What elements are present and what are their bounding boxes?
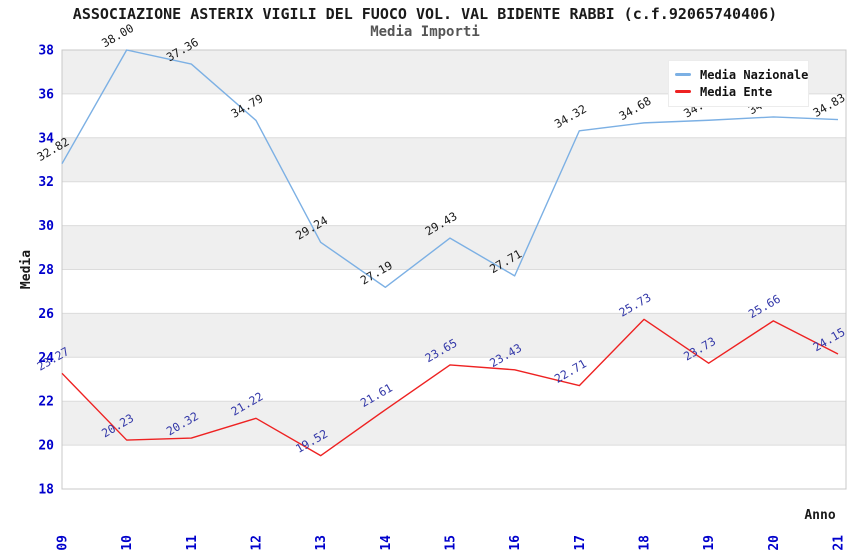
y-axis-tick-label: 38 <box>38 44 54 59</box>
y-axis-tick-label: 30 <box>38 219 54 234</box>
plot-band <box>62 137 846 182</box>
x-axis-tick-label: 2019 <box>702 535 717 550</box>
y-axis-title: Media <box>19 250 34 289</box>
x-axis-tick-label: 2009 <box>56 535 71 550</box>
x-axis-tick-label: 2017 <box>573 535 588 550</box>
series-line-media-nazionale <box>61 49 839 288</box>
y-axis-tick-label: 32 <box>38 175 54 190</box>
data-point-label: 34.83 <box>811 90 848 119</box>
legend: Media Nazionale Media Ente <box>668 60 809 107</box>
chart-title: ASSOCIAZIONE ASTERIX VIGILI DEL FUOCO VO… <box>72 5 778 23</box>
legend-label-media-ente: Media Ente <box>700 84 773 99</box>
x-axis-tick-label: 2020 <box>767 535 782 550</box>
x-axis-tick-label: 2013 <box>314 535 329 550</box>
data-point-label: 34.32 <box>552 102 589 131</box>
plot-border <box>61 49 847 490</box>
media-ente-line-swatch-icon <box>675 90 691 93</box>
y-axis-tick-label: 26 <box>38 307 54 322</box>
data-point-label: 34.68 <box>617 94 654 123</box>
x-axis-tick-label: 2010 <box>120 535 135 550</box>
y-axis-tick-label: 22 <box>38 395 54 410</box>
legend-item-media-nazionale: Media Nazionale <box>675 66 808 83</box>
y-axis-tick-label: 36 <box>38 87 54 102</box>
y-axis-tick-label: 20 <box>38 439 54 454</box>
plot-band <box>62 225 846 270</box>
legend-item-media-ente: Media Ente <box>675 83 808 100</box>
legend-label-media-nazionale: Media Nazionale <box>700 67 809 82</box>
media-nazionale-line-swatch-icon <box>675 73 691 76</box>
chart-subtitle: Media Importi <box>370 24 480 40</box>
data-point-label: 23.27 <box>35 344 72 373</box>
x-axis-tick-label: 2015 <box>444 535 459 550</box>
y-axis-tick-label: 24 <box>38 351 54 366</box>
x-axis-tick-label: 2012 <box>250 535 265 550</box>
x-axis-title: Anno <box>804 508 835 523</box>
series-line-media-ente <box>61 318 839 457</box>
plot-band <box>62 313 846 358</box>
y-axis-tick-label: 28 <box>38 263 54 278</box>
data-point-label: 38.00 <box>99 21 136 50</box>
y-axis-tick-label: 34 <box>38 131 54 146</box>
x-axis-tick-label: 2021 <box>832 535 847 550</box>
data-point-label: 34.79 <box>229 91 266 120</box>
x-axis-tick-label: 2011 <box>185 535 200 550</box>
y-axis-tick-label: 18 <box>38 483 54 498</box>
x-axis-tick-label: 2016 <box>508 535 523 550</box>
x-axis-tick-label: 2018 <box>638 535 653 550</box>
x-axis-tick-label: 2014 <box>379 535 394 550</box>
